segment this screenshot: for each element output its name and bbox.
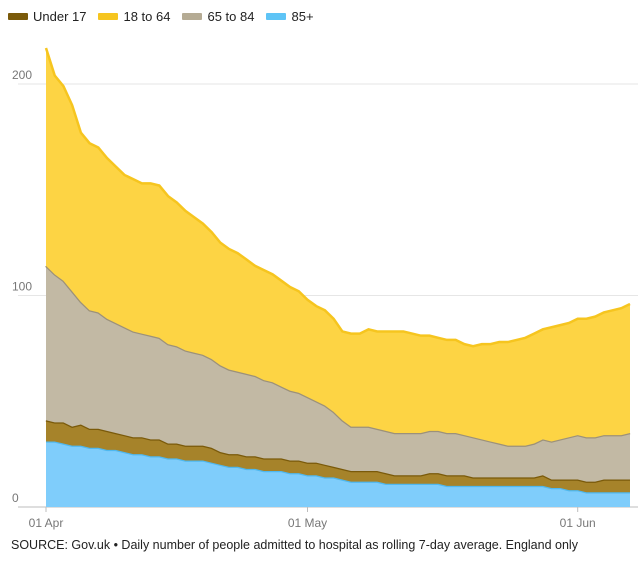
x-tick-label: 01 Apr [29,516,64,530]
legend-label-85-plus: 85+ [291,9,314,24]
area-edge-18-to-64 [44,47,631,348]
legend-swatch-18-to-64 [98,13,119,20]
legend-label-under-17: Under 17 [33,9,87,24]
x-axis-ticks: 01 Apr 01 May 01 Jun [29,507,596,530]
legend-swatch-65-to-84 [182,13,203,20]
legend-label-18-to-64: 18 to 64 [123,9,171,24]
chart-legend: Under 17 18 to 64 65 to 84 85+ [8,9,314,24]
area-18-to-64 [46,48,630,446]
area-series [44,47,631,507]
x-tick-label: 01 May [288,516,327,530]
y-tick-label-200: 200 [12,68,32,82]
legend-item-65-to-84: 65 to 84 [182,9,254,24]
area-under-17 [46,420,630,493]
legend-item-18-to-64: 18 to 64 [98,9,170,24]
y-tick-label-100: 100 [12,280,32,294]
legend-label-65-to-84: 65 to 84 [207,9,255,24]
stacked-area-chart: 0 100 200 01 Apr 01 May 01 Jun [12,47,638,530]
source-caption: SOURCE: Gov.uk • Daily number of people … [11,538,578,552]
legend-swatch-85-plus [266,13,287,20]
legend-item-under-17: Under 17 [8,9,86,24]
x-tick-label: 01 Jun [560,516,596,530]
area-65-to-84 [46,265,630,482]
area-85- [46,441,630,507]
legend-item-85-plus: 85+ [266,9,314,24]
y-tick-label-0: 0 [12,491,19,505]
legend-swatch-under-17 [8,13,28,20]
y-axis-ticks: 0 100 200 [12,68,32,505]
